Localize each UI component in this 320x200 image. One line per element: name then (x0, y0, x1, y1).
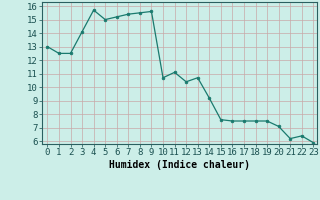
X-axis label: Humidex (Indice chaleur): Humidex (Indice chaleur) (109, 160, 250, 170)
